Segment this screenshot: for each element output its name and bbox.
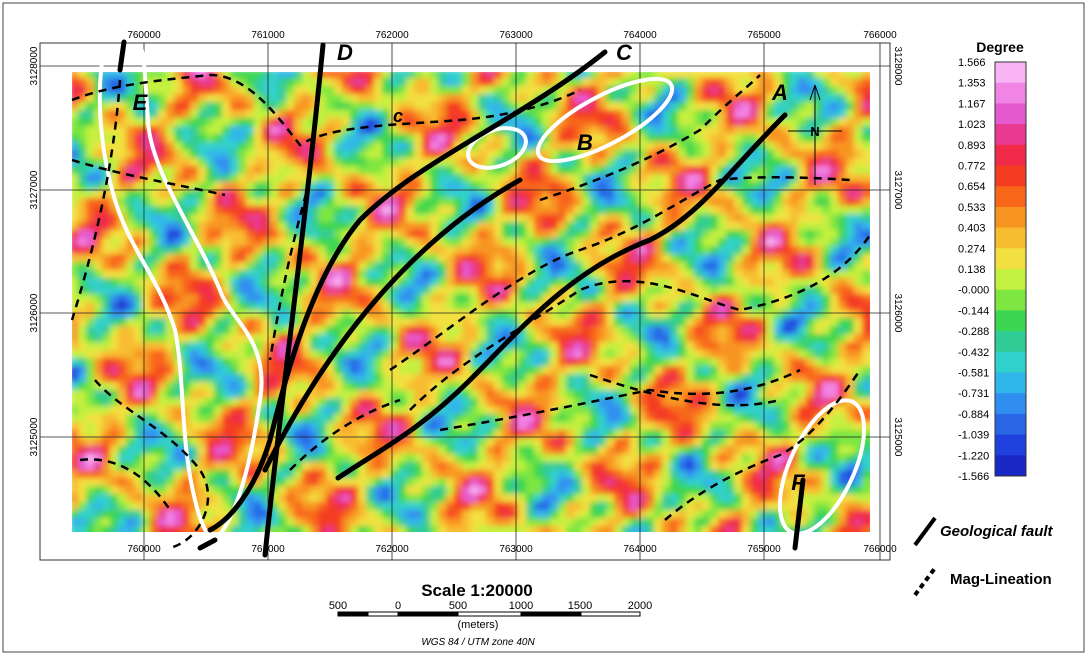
map-figure: Degree1.5661.3531.1671.0230.8930.7720.65… [0,0,1088,656]
